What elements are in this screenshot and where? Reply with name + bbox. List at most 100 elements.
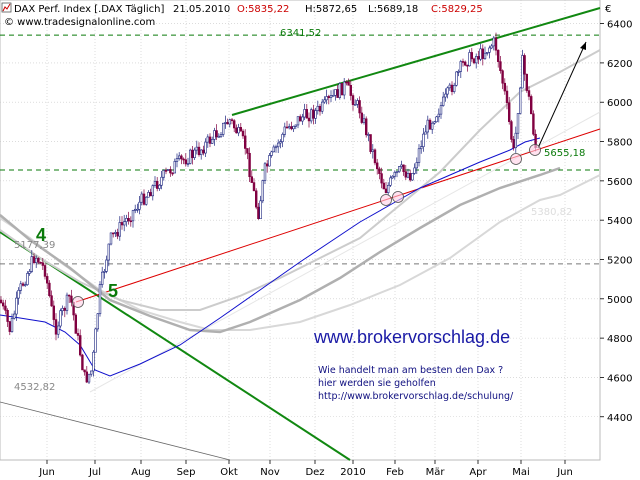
candle-body [140, 193, 143, 203]
candle-body [415, 162, 418, 169]
forecast-arrow [537, 41, 587, 149]
candle-body [349, 84, 352, 96]
candle-body [371, 149, 374, 152]
candle-body [186, 163, 190, 165]
candle-body [74, 314, 78, 334]
candle-body [131, 210, 135, 222]
candle-body [224, 122, 227, 124]
header-open: O:5835,22 [237, 4, 289, 15]
candle-body [448, 84, 451, 89]
y-tick-label: 5200 [607, 255, 632, 266]
candle-body [397, 166, 401, 173]
candle-body [13, 313, 16, 319]
candle-body [466, 64, 469, 67]
candle-body [463, 61, 467, 66]
candle-body [83, 369, 86, 373]
header-date: 21.05.2010 [173, 4, 230, 15]
candle-body [501, 70, 504, 84]
candle-body [320, 101, 324, 112]
candle-body [433, 121, 436, 124]
candle-body [200, 149, 203, 155]
candle-body [532, 113, 535, 135]
candle-body [292, 126, 295, 130]
candle-body [96, 313, 100, 330]
y-tick-label: 6000 [607, 98, 632, 109]
candle-body [118, 222, 122, 237]
candle-body [496, 49, 500, 62]
candle-body [294, 124, 297, 127]
candle-body [120, 222, 124, 226]
candle-body [19, 283, 22, 291]
candle-body [142, 193, 146, 205]
candle-body [41, 262, 45, 266]
candle-body [0, 299, 3, 304]
candle-body [340, 83, 344, 96]
candle-body [516, 113, 520, 134]
candle-body [452, 84, 456, 92]
candle-body [281, 134, 284, 142]
candle-body [367, 134, 370, 136]
candle-body [79, 335, 82, 356]
candle-body [422, 133, 425, 147]
candle-body [389, 177, 392, 186]
ma-gray [0, 166, 561, 334]
x-tick-label: 2010 [340, 467, 365, 478]
candle-body [59, 310, 62, 327]
candle-body [195, 146, 198, 151]
candle-body [450, 84, 454, 92]
candle-body [400, 164, 403, 167]
candle-body [28, 271, 31, 274]
price-candles [0, 32, 537, 385]
candle-body [178, 155, 181, 159]
candle-body [162, 170, 165, 178]
candle-body [470, 52, 473, 60]
candle-body [63, 307, 67, 311]
circle-marker [510, 153, 522, 165]
candle-body [481, 48, 484, 59]
candle-body [92, 351, 95, 372]
candle-body [391, 175, 394, 179]
candle-body [265, 163, 269, 167]
candle-body [369, 134, 372, 152]
candle-body [94, 328, 97, 353]
y-tick-label: 5400 [607, 216, 632, 227]
candle-body [334, 89, 337, 96]
candle-body [54, 319, 58, 335]
circle-marker [392, 191, 404, 203]
candle-body [430, 122, 434, 130]
candle-body [268, 155, 271, 167]
candle-body [147, 192, 150, 198]
y-tick-label: 4400 [607, 413, 632, 424]
candle-body [182, 158, 185, 161]
candle-body [239, 127, 242, 132]
candle-body [4, 305, 7, 311]
candle-body [345, 81, 348, 84]
candle-body [404, 171, 407, 178]
level-left-label: 5177,39 [14, 240, 55, 251]
candle-body [39, 261, 42, 264]
y-tick-label: 4600 [607, 373, 632, 384]
candle-body [468, 52, 471, 67]
candle-body [175, 158, 179, 162]
candle-body [17, 289, 20, 299]
candle-body [230, 119, 234, 121]
candle-body [417, 148, 421, 163]
candle-body [323, 99, 326, 103]
candle-body [521, 55, 524, 89]
candle-body [248, 152, 251, 177]
candle-body [446, 87, 449, 95]
candle-body [244, 135, 247, 149]
candle-body [439, 105, 443, 115]
candle-body [208, 136, 212, 144]
candle-body [184, 159, 187, 165]
candle-body [153, 180, 157, 186]
candle-body [255, 190, 258, 208]
candle-body [285, 126, 289, 129]
candle-body [45, 276, 49, 284]
candle-body [364, 118, 368, 136]
header-close: C:5829,25 [431, 4, 483, 15]
candle-body [274, 146, 278, 149]
candle-body [158, 184, 161, 189]
header-symbol: DAX Perf. Index [.DAX Täglich] [14, 4, 164, 15]
candle-body [138, 201, 141, 210]
